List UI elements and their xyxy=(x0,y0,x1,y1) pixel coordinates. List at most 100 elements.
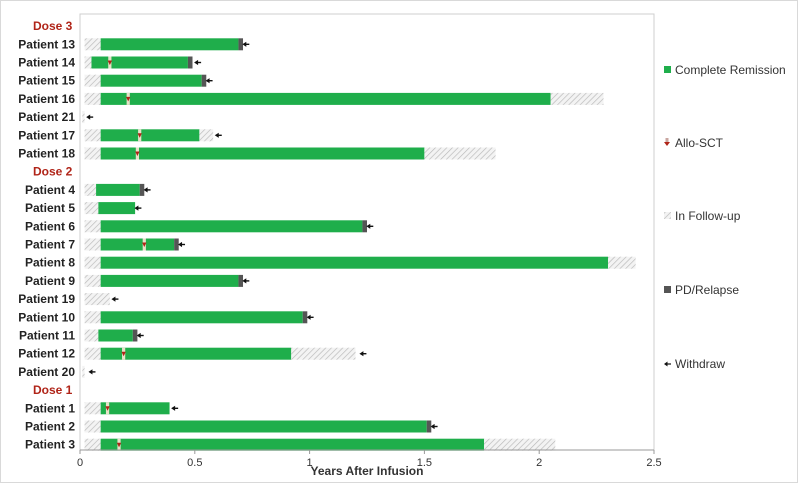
complete-remission-segment xyxy=(100,311,303,324)
follow-up-segment xyxy=(550,92,604,105)
legend-swatch-pd-relapse xyxy=(664,286,671,293)
complete-remission-segment xyxy=(100,402,170,415)
complete-remission-segment xyxy=(100,147,425,160)
follow-up-segment xyxy=(424,147,496,160)
pd-relapse-segment xyxy=(139,183,145,196)
follow-up-segment xyxy=(84,238,101,251)
follow-up-segment xyxy=(84,274,101,287)
pd-relapse-segment xyxy=(201,74,207,87)
patient-label: Patient 9 xyxy=(25,274,75,288)
patient-label: Patient 16 xyxy=(18,92,75,106)
withdraw-marker xyxy=(359,351,364,357)
follow-up-segment xyxy=(84,147,101,160)
x-tick-label: 0 xyxy=(77,457,83,469)
patient-label: Patient 1 xyxy=(25,401,75,415)
withdraw-marker xyxy=(134,205,139,211)
legend-swatch-withdraw xyxy=(664,361,668,367)
allo-sct-marker xyxy=(142,242,147,247)
patient-label: Patient 4 xyxy=(25,183,75,197)
withdraw-marker xyxy=(242,278,247,284)
legend-label: PD/Relapse xyxy=(675,283,739,297)
withdraw-marker xyxy=(366,223,371,229)
x-tick-label: 2 xyxy=(536,457,542,469)
legend-swatch-allo-sct-stem xyxy=(665,138,669,143)
complete-remission-segment xyxy=(100,238,175,251)
follow-up-segment xyxy=(84,293,110,306)
complete-remission-segment xyxy=(100,256,609,269)
pd-relapse-segment xyxy=(238,274,244,287)
follow-up-segment xyxy=(84,402,101,415)
complete-remission-segment xyxy=(100,129,200,142)
patient-label: Patient 18 xyxy=(18,147,75,161)
patient-label: Patient 13 xyxy=(18,37,75,51)
withdraw-marker xyxy=(430,423,435,430)
complete-remission-segment xyxy=(100,438,485,451)
follow-up-segment xyxy=(484,438,556,451)
follow-up-segment xyxy=(291,347,356,360)
patient-label: Patient 11 xyxy=(19,329,75,343)
chart-rows: Dose 3 Patient 13 Patient 14 Patient 15 Pati… xyxy=(18,19,636,452)
allo-sct-marker xyxy=(116,442,122,448)
follow-up-segment xyxy=(84,183,97,196)
group-label: Dose 2 xyxy=(33,165,73,179)
follow-up-segment xyxy=(84,256,101,269)
complete-remission-segment xyxy=(100,274,239,287)
follow-up-segment xyxy=(84,220,101,233)
patient-label: Patient 3 xyxy=(25,438,75,452)
pd-relapse-segment xyxy=(362,220,367,233)
group-label: Dose 3 xyxy=(33,19,73,33)
legend-label: Complete Remission xyxy=(675,63,786,77)
pd-relapse-segment xyxy=(302,311,308,324)
allo-sct-marker xyxy=(121,351,126,357)
x-tick-label: 1.5 xyxy=(417,457,432,469)
withdraw-marker xyxy=(111,296,116,302)
x-tick-label: 1 xyxy=(307,457,313,469)
withdraw-marker xyxy=(242,41,247,47)
legend-label: Withdraw xyxy=(675,357,725,371)
allo-sct-marker xyxy=(135,151,140,156)
follow-up-segment xyxy=(84,311,101,324)
allo-sct-marker xyxy=(126,96,131,102)
withdraw-marker xyxy=(171,405,176,411)
patient-label: Patient 8 xyxy=(25,256,75,270)
complete-remission-segment xyxy=(91,56,188,69)
group-label: Dose 1 xyxy=(33,383,73,397)
complete-remission-segment xyxy=(100,74,202,87)
legend-swatch-allo-sct xyxy=(664,142,670,146)
withdraw-marker xyxy=(88,369,93,375)
complete-remission-segment xyxy=(98,329,133,342)
x-axis-title: Years After Infusion xyxy=(311,464,424,478)
patient-label: Patient 5 xyxy=(25,201,75,215)
legend-swatch-follow-up xyxy=(664,212,671,219)
follow-up-segment xyxy=(199,129,214,142)
patient-label: Patient 2 xyxy=(25,420,75,434)
follow-up-segment xyxy=(84,129,101,142)
pd-relapse-segment xyxy=(132,329,138,342)
allo-sct-marker xyxy=(105,406,110,411)
follow-up-segment xyxy=(84,56,92,69)
follow-up-segment xyxy=(84,420,101,433)
follow-up-segment xyxy=(84,347,101,360)
patient-label: Patient 15 xyxy=(18,74,75,88)
complete-remission-segment xyxy=(100,347,292,360)
patient-label: Patient 10 xyxy=(18,310,75,324)
complete-remission-segment xyxy=(98,202,136,215)
follow-up-segment xyxy=(84,38,101,51)
follow-up-segment xyxy=(84,92,101,105)
allo-sct-marker xyxy=(107,60,113,65)
patient-label: Patient 20 xyxy=(18,365,75,379)
withdraw-marker xyxy=(306,314,311,320)
follow-up-segment xyxy=(84,329,99,342)
patient-label: Patient 21 xyxy=(18,110,75,124)
patient-label: Patient 12 xyxy=(18,347,75,361)
follow-up-segment xyxy=(82,365,85,378)
patient-label: Patient 6 xyxy=(25,219,75,233)
follow-up-segment xyxy=(84,74,101,87)
follow-up-segment xyxy=(84,202,99,215)
legend-label: Allo-SCT xyxy=(675,136,724,150)
legend-label: In Follow-up xyxy=(675,209,741,223)
complete-remission-segment xyxy=(100,38,239,51)
patient-label: Patient 7 xyxy=(25,238,75,252)
complete-remission-segment xyxy=(100,92,551,105)
